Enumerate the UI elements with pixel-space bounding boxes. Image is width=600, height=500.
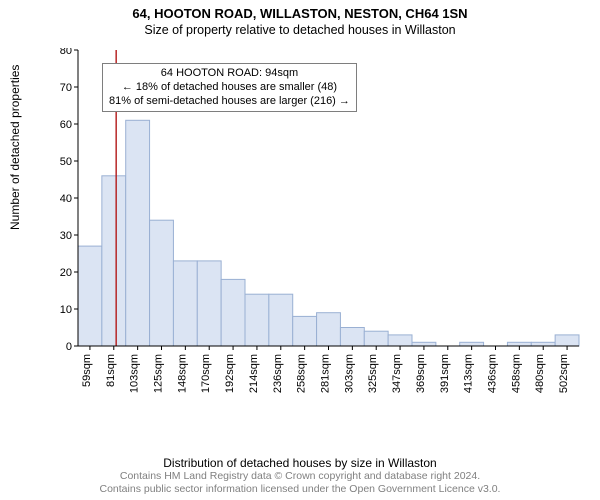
annotation-line1: 64 HOOTON ROAD: 94sqm [109, 67, 350, 81]
histogram-bar [269, 294, 293, 346]
x-tick-label: 192sqm [224, 354, 236, 393]
x-tick-label: 81sqm [105, 354, 117, 387]
x-tick-label: 325sqm [367, 354, 379, 393]
histogram-bar [173, 261, 197, 346]
footer-line2: Contains public sector information licen… [0, 483, 600, 496]
y-tick-label: 0 [66, 341, 72, 353]
annotation-box: 64 HOOTON ROAD: 94sqm ← 18% of detached … [102, 63, 357, 112]
histogram-bar [317, 313, 341, 346]
histogram-bar [293, 316, 317, 346]
histogram-bar [388, 335, 412, 346]
y-tick-label: 50 [60, 156, 72, 168]
histogram-bar [102, 176, 126, 346]
histogram-bar [197, 261, 221, 346]
x-tick-label: 125sqm [153, 354, 165, 393]
histogram-bar [245, 294, 269, 346]
title-line2: Size of property relative to detached ho… [0, 23, 600, 37]
histogram-bar [78, 246, 102, 346]
x-axis-label: Distribution of detached houses by size … [0, 456, 600, 470]
x-tick-label: 303sqm [343, 354, 355, 393]
y-tick-label: 60 [60, 119, 72, 131]
x-tick-label: 347sqm [391, 354, 403, 393]
x-tick-label: 480sqm [534, 354, 546, 393]
x-tick-label: 458sqm [510, 354, 522, 393]
histogram-bar [531, 342, 555, 346]
histogram-bar [340, 328, 364, 347]
footer-line1: Contains HM Land Registry data © Crown c… [0, 470, 600, 483]
annotation-line3: 81% of semi-detached houses are larger (… [109, 95, 350, 109]
title-line1: 64, HOOTON ROAD, WILLASTON, NESTON, CH64… [0, 6, 600, 21]
y-tick-label: 80 [60, 48, 72, 57]
x-tick-label: 236sqm [272, 354, 284, 393]
histogram-bar [507, 342, 531, 346]
y-tick-label: 30 [60, 230, 72, 242]
histogram-bar [555, 335, 579, 346]
x-tick-label: 502sqm [558, 354, 570, 393]
histogram-bar [364, 331, 388, 346]
chart-container: 64, HOOTON ROAD, WILLASTON, NESTON, CH64… [0, 0, 600, 500]
x-tick-label: 214sqm [248, 354, 260, 393]
y-tick-label: 20 [60, 267, 72, 279]
x-tick-label: 148sqm [176, 354, 188, 393]
histogram-bar [412, 342, 436, 346]
x-tick-label: 391sqm [439, 354, 451, 393]
x-tick-label: 281sqm [320, 354, 332, 393]
y-tick-label: 40 [60, 193, 72, 205]
y-tick-label: 10 [60, 304, 72, 316]
x-tick-label: 369sqm [415, 354, 427, 393]
x-tick-label: 436sqm [487, 354, 499, 393]
y-tick-label: 70 [60, 82, 72, 94]
histogram-bar [460, 342, 484, 346]
x-tick-label: 258sqm [296, 354, 308, 393]
annotation-line2: ← 18% of detached houses are smaller (48… [109, 81, 350, 95]
x-tick-label: 413sqm [463, 354, 475, 393]
y-axis-label: Number of detached properties [8, 65, 22, 230]
x-tick-label: 170sqm [200, 354, 212, 393]
x-tick-label: 103sqm [129, 354, 141, 393]
histogram-bar [150, 220, 174, 346]
title-block: 64, HOOTON ROAD, WILLASTON, NESTON, CH64… [0, 0, 600, 37]
footer: Contains HM Land Registry data © Crown c… [0, 470, 600, 496]
histogram-bar [221, 279, 245, 346]
histogram-bar [126, 120, 150, 346]
x-tick-label: 59sqm [81, 354, 93, 387]
